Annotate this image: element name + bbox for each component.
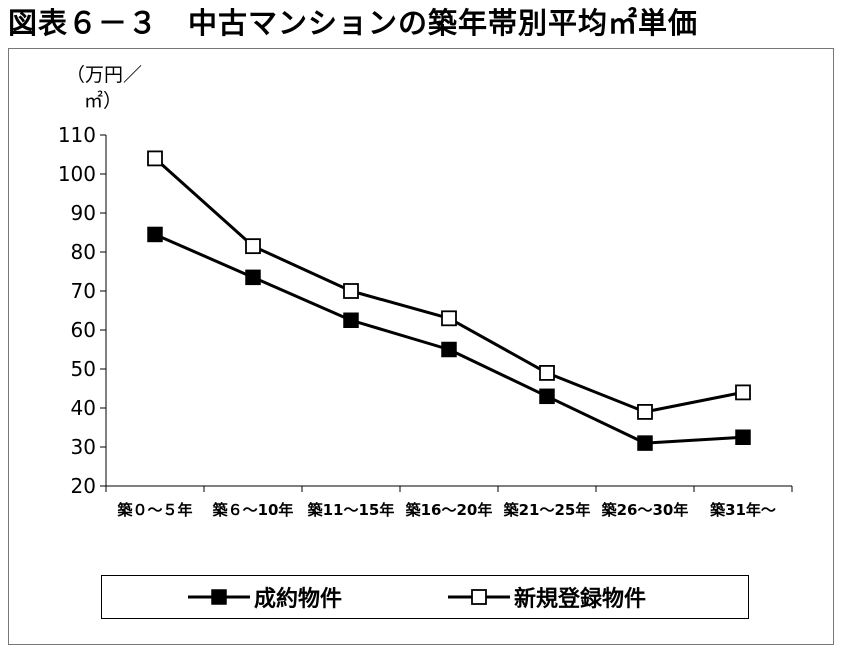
legend-label-new-listings: 新規登録物件 (514, 587, 647, 612)
x-tick-label: 築０～５年 (116, 501, 192, 519)
data-point (245, 238, 261, 255)
y-tick-label: 20 (71, 474, 96, 498)
legend: 成約物件 新規登録物件 (101, 575, 749, 619)
data-point (441, 341, 457, 358)
y-axis-label-line1: （万円／ (66, 64, 143, 86)
series-contracted (147, 226, 751, 451)
legend-item-new-listings: 新規登録物件 (448, 576, 646, 618)
y-tick-label: 100 (58, 162, 96, 186)
y-tick-label: 90 (71, 201, 96, 225)
data-point (343, 283, 359, 299)
data-point (637, 403, 653, 420)
chart-frame (8, 48, 834, 645)
data-point (441, 310, 457, 327)
y-axis-label: （万円／ ㎡） (66, 62, 142, 114)
x-tick-label: 築31年～ (709, 501, 776, 519)
legend-open-square-marker (448, 589, 510, 605)
legend-label-contracted: 成約物件 (254, 587, 343, 612)
x-tick-label: 築11～15年 (307, 501, 395, 519)
x-tick-label: 築21～25年 (503, 501, 591, 519)
series-line (154, 233, 744, 445)
data-point (735, 384, 751, 401)
figure-title: 図表６－３ 中古マンションの築年帯別平均㎡単価 (8, 6, 699, 40)
y-tick-label: 30 (71, 435, 96, 459)
data-point (735, 429, 751, 445)
x-tick-label: 築16～20年 (405, 501, 493, 519)
data-point (147, 226, 163, 243)
y-axis-label-line2: ㎡） (84, 90, 123, 112)
y-tick-label: 80 (71, 240, 96, 264)
data-point (147, 150, 163, 167)
y-tick-label: 60 (71, 318, 96, 342)
data-point (245, 269, 261, 286)
y-tick-label: 40 (71, 396, 96, 420)
x-tick-label: 築６～10年 (212, 501, 294, 519)
data-point (637, 435, 653, 451)
legend-item-contracted: 成約物件 (188, 576, 342, 618)
data-point (343, 312, 359, 328)
data-point (539, 364, 555, 381)
y-tick-label: 110 (58, 123, 96, 147)
series-new-listings (147, 150, 751, 420)
legend-filled-square-marker (188, 589, 250, 605)
data-point (539, 388, 555, 405)
x-tick-label: 築26～30年 (601, 501, 689, 519)
y-tick-label: 70 (71, 279, 96, 303)
y-tick-label: 50 (71, 357, 96, 381)
series-line (153, 157, 744, 414)
